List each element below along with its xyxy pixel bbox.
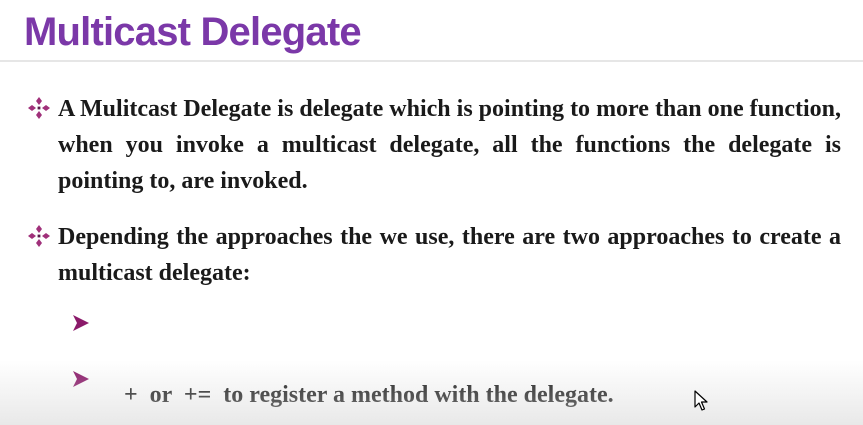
mouse-pointer-icon <box>694 390 708 411</box>
slide-title: Multicast Delegate <box>24 10 362 54</box>
arrow-bullet-icon <box>73 315 89 331</box>
diamond-bullet-icon <box>28 97 50 119</box>
arrow-bullet-icon <box>73 371 89 387</box>
sub-bullet-item: - or - = to un-register a method with th… <box>73 361 643 425</box>
bullet-item: Depending the approaches the we use, the… <box>28 219 841 291</box>
bullet-text: A Mulitcast Delegate is delegate which i… <box>58 96 841 194</box>
bullet-item: A Mulitcast Delegate is delegate which i… <box>28 91 841 199</box>
title-divider <box>0 60 863 62</box>
diamond-bullet-icon <box>28 225 50 247</box>
bullet-text: Depending the approaches the we use, the… <box>58 224 841 286</box>
